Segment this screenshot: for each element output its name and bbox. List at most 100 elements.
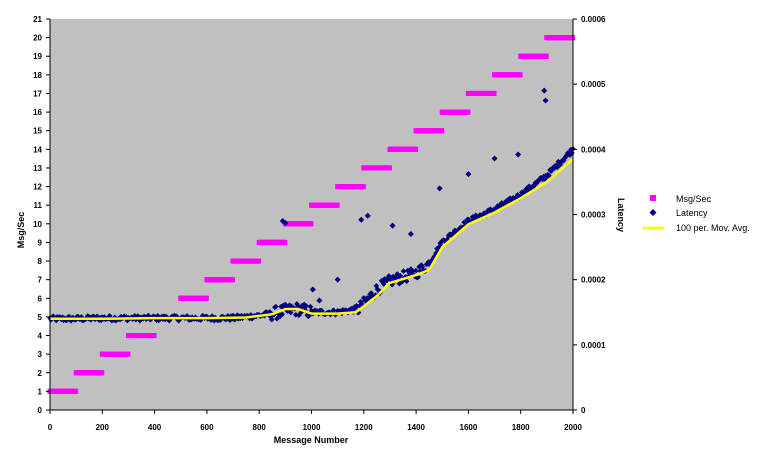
latency-point: [413, 267, 419, 274]
msg-per-sec-point: [360, 184, 366, 190]
latency-point: [434, 245, 440, 252]
x-tick-label: 0: [48, 423, 53, 432]
latency-outlier-point: [407, 231, 414, 238]
latency-outlier-point: [358, 216, 365, 223]
y-left-tick-label: 2: [38, 369, 43, 378]
latency-point: [208, 317, 214, 323]
msg-per-sec-point: [125, 351, 131, 357]
msg-per-sec-point: [569, 35, 575, 41]
latency-point: [424, 260, 431, 267]
y-left-tick-label: 6: [38, 294, 43, 303]
latency-point: [408, 266, 414, 272]
latency-point: [273, 303, 279, 310]
latency-point: [379, 279, 386, 285]
x-tick-label: 1600: [460, 423, 478, 432]
y-left-tick-label: 8: [38, 257, 43, 266]
latency-point: [279, 311, 286, 318]
x-tick-label: 800: [253, 423, 267, 432]
latency-point: [415, 274, 421, 280]
msg-per-sec-point: [439, 128, 445, 134]
latency-point: [277, 313, 283, 320]
y-left-tick-label: 13: [33, 164, 42, 173]
latency-point: [53, 317, 60, 324]
latency-point: [384, 277, 390, 284]
latency-point: [266, 309, 273, 315]
msg-per-sec-point: [386, 165, 392, 171]
latency-point: [533, 180, 540, 187]
msg-per-sec-point: [517, 72, 523, 78]
latency-point: [380, 281, 387, 287]
latency-outlier-point: [541, 87, 548, 94]
latency-point: [551, 165, 557, 172]
x-tick-label: 600: [200, 423, 214, 432]
latency-point: [465, 216, 472, 223]
y-left-tick-label: 20: [33, 34, 42, 43]
latency-point: [162, 316, 168, 323]
latency-point: [366, 294, 372, 301]
latency-point: [361, 295, 367, 301]
latency-point: [404, 267, 411, 274]
y-left-tick-label: 0: [38, 406, 43, 415]
axes: [46, 18, 577, 414]
x-tick-label: 2000: [564, 423, 582, 432]
latency-point: [476, 214, 482, 220]
latency-point: [403, 278, 410, 284]
latency-point: [268, 316, 275, 323]
latency-point: [78, 314, 85, 320]
latency-outlier-point: [334, 276, 341, 283]
x-tick-label: 1200: [355, 423, 373, 432]
latency-point: [526, 183, 532, 190]
latency-point: [274, 315, 280, 322]
y-left-tick-label: 3: [38, 350, 43, 359]
y-left-tick-label: 18: [33, 71, 42, 80]
latency-point: [490, 208, 497, 215]
latency-point: [217, 317, 224, 323]
latency-point: [417, 268, 424, 274]
latency-point: [557, 161, 564, 168]
latency-point: [300, 304, 306, 310]
msg-per-sec-point: [230, 277, 236, 283]
latency-point: [171, 312, 178, 319]
latency-point: [303, 303, 310, 309]
y-left-tick-label: 19: [33, 52, 42, 61]
latency-point: [386, 273, 392, 279]
latency-point: [390, 273, 396, 280]
msg-per-sec-point: [308, 221, 314, 227]
legend-label-moving-average: 100 per. Mov. Avg.: [676, 223, 750, 233]
moving-average-series: [50, 158, 574, 321]
msg-per-sec-point: [334, 202, 340, 208]
latency-point: [438, 243, 445, 249]
msg-per-sec-series: [47, 35, 575, 394]
latency-point: [91, 313, 97, 320]
y-right-tick-label: 0.0006: [581, 15, 606, 24]
x-tick-label: 1000: [303, 423, 321, 432]
latency-point: [306, 312, 313, 319]
latency-point: [373, 283, 380, 289]
latency-point: [250, 315, 256, 321]
latency-point: [147, 316, 154, 323]
y-left-tick-label: 17: [33, 89, 42, 98]
latency-point: [211, 317, 218, 324]
msg-per-sec-point: [73, 388, 79, 394]
latency-point: [482, 210, 488, 217]
latency-point: [232, 316, 238, 323]
y-left-tick-label: 21: [33, 15, 42, 24]
latency-outlier-point: [491, 155, 498, 162]
y-left-tick-label: 4: [38, 332, 43, 341]
latency-point: [504, 199, 510, 205]
latency-point: [496, 204, 503, 210]
latency-outlier-point: [465, 171, 472, 178]
latency-point: [301, 301, 307, 308]
latency-point: [280, 302, 287, 309]
latency-outlier-point: [364, 212, 371, 219]
y-left-tick-label: 9: [38, 238, 43, 247]
latency-outlier-point: [309, 286, 316, 293]
latency-outlier-point: [282, 219, 289, 226]
y-right-tick-label: 0.0003: [581, 211, 606, 220]
latency-point: [563, 152, 570, 159]
x-axis-title: Message Number: [274, 435, 349, 445]
msg-per-sec-point: [282, 239, 288, 245]
latency-point: [319, 308, 325, 314]
latency-point: [293, 311, 299, 318]
